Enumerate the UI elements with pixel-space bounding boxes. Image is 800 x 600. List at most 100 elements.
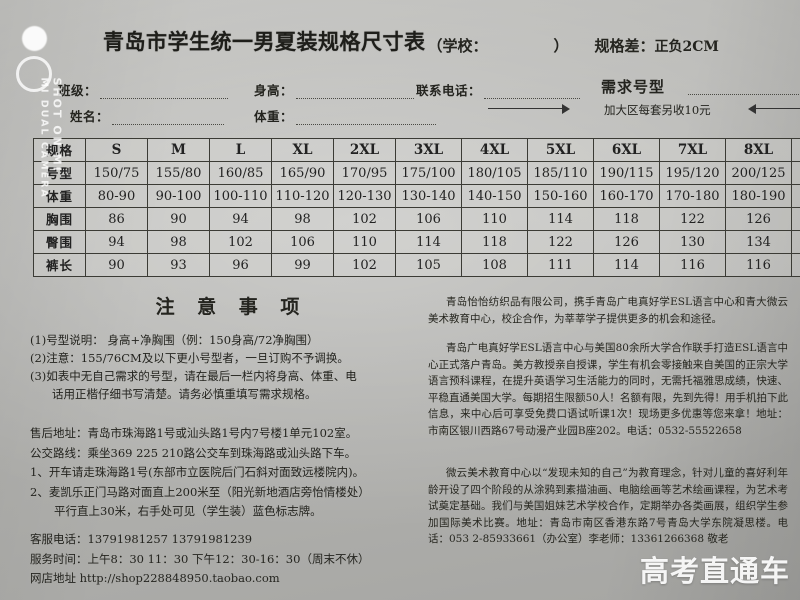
phone-field[interactable]: 联系电话：: [416, 80, 581, 99]
table-corner-header: 规格: [33, 138, 86, 162]
cell: 185/110: [527, 161, 594, 185]
notes-section: 注 意 事 项 (1)号型说明： 身高+净胸围（例：150身高/72净胸围） (…: [30, 292, 415, 403]
document-title-row: 青岛市学生统一男夏装规格尺寸表 （学校： ） 规格差：正负2CM: [103, 22, 793, 56]
height-field[interactable]: 身高：: [254, 80, 415, 99]
cell-height-entry[interactable]: [791, 230, 800, 254]
name-field[interactable]: 姓名：: [70, 106, 225, 125]
cell: 102: [209, 230, 272, 254]
cell: 114: [527, 207, 594, 231]
phone-field-label: 联系电话：: [416, 83, 482, 98]
online-shop-url[interactable]: 网店地址 http://shop228848950.taobao.com: [30, 571, 280, 585]
height-field-label: 身高：: [254, 83, 294, 98]
cell: 94: [85, 230, 148, 254]
table-header-row: 规格 S M L XL 2XL 3XL 4XL 5XL 6XL 7XL 8XL …: [33, 138, 800, 162]
cell: 108: [461, 253, 528, 277]
cell: 165/90: [271, 161, 334, 185]
table-row: 裤长 90 93 96 99 102 105 108 111 114 116 1…: [33, 253, 800, 277]
row-label: 号型: [33, 161, 86, 185]
cell: 114: [395, 230, 462, 254]
cell: 195/120: [659, 161, 726, 185]
need-size-label: 需求号型: [601, 78, 666, 96]
table-row: 号型 150/75 155/80 160/85 165/90 170/95 17…: [33, 161, 800, 185]
table-body: 号型 150/75 155/80 160/85 165/90 170/95 17…: [33, 161, 800, 277]
ad-paragraph-esl: 青岛广电真好学ESL语言中心与美国80余所大学合作联手打造ESL语言中心正式落户…: [428, 342, 788, 437]
cell: 155/80: [147, 161, 210, 185]
col-header-8xl: 8XL: [725, 138, 792, 162]
contact-section: 客服电话：13791981257 13791981239 服务时间：上午8：30…: [30, 530, 420, 589]
header-form: 班级： 姓名： 身高： 体重： 联系电话： 需求号型 加大区每套另收10元: [58, 78, 800, 132]
weight-field[interactable]: 体重：: [254, 106, 437, 125]
camera-lens-icon: [16, 56, 52, 92]
class-field-label: 班级：: [58, 83, 98, 98]
cell: 90: [85, 253, 148, 277]
cell: 98: [271, 207, 334, 231]
school-label-text: （学校：: [427, 37, 488, 55]
cell-height-entry[interactable]: [791, 161, 800, 185]
need-size-underline: [688, 94, 800, 95]
cell: 110: [333, 230, 396, 254]
cell: 102: [333, 253, 396, 277]
phone-field-input[interactable]: [484, 87, 581, 99]
col-header-2xl: 2XL: [333, 138, 396, 162]
cell: 126: [725, 207, 792, 231]
name-field-input[interactable]: [112, 113, 225, 125]
table-row: 胸围 86 90 94 98 102 106 110 114 118 122 1…: [33, 207, 800, 231]
cell: 130-140: [395, 184, 462, 208]
cell: 118: [461, 230, 528, 254]
service-hours: 服务时间：上午8：30 11：30 下午12：30-16：30（周末不休）: [30, 551, 370, 566]
cell: 160-170: [593, 184, 660, 208]
address-line: 公交路线：乘坐369 225 210路公交车到珠海路或汕头路下车。: [30, 445, 357, 460]
arrow-pointer-right: [488, 104, 574, 114]
col-header-4xl: 4XL: [461, 138, 528, 162]
cell: 90-100: [147, 184, 210, 208]
note-item: 话用正楷仔细书写清楚。请务必慎重填写需求规格。: [52, 387, 317, 401]
cell: 134: [725, 230, 792, 254]
cell: 114: [593, 253, 660, 277]
col-header-3xl: 3XL: [395, 138, 462, 162]
class-field-input[interactable]: [100, 87, 229, 99]
customer-service-phone: 客服电话：13791981257 13791981239: [30, 532, 253, 546]
cell: 110: [461, 207, 528, 231]
spec-tolerance: 规格差：正负2CM: [595, 35, 719, 56]
camera-watermark: SHOT ON MI MI DUAL CAMERA: [2, 22, 64, 262]
cell: 130: [659, 230, 726, 254]
note-item: (2)注意：155/76CM及以下更小号型者，一旦订购不予调换。: [30, 351, 349, 365]
class-field[interactable]: 班级：: [58, 80, 229, 99]
row-label: 胸围: [33, 207, 86, 231]
col-header-7xl: 7XL: [659, 138, 726, 162]
cell: 140-150: [461, 184, 528, 208]
cell-height-entry[interactable]: [791, 253, 800, 277]
row-label: 裤长: [33, 253, 86, 277]
col-header-5xl: 5XL: [527, 138, 594, 162]
school-field-label: （学校： ）: [428, 35, 569, 56]
cell: 126: [593, 230, 660, 254]
cell: 122: [527, 230, 594, 254]
cell: 98: [147, 230, 210, 254]
camera-brand-line1: SHOT ON MI: [50, 77, 64, 173]
cell: 200/125: [725, 161, 792, 185]
weight-field-input[interactable]: [296, 113, 437, 125]
ad-paragraph-art: 微云美术教育中心以“发现未知的自己”为教育理念，针对儿童的喜好利年龄开设了四个阶…: [428, 467, 788, 545]
note-item: (1)号型说明： 身高+净胸围（例：150身高/72净胸围）: [30, 333, 319, 347]
address-section: 售后地址：青岛市珠海路1号或汕头路1号内7号楼1单元102室。 公交路线：乘坐3…: [30, 424, 420, 522]
table-row: 体重 80-90 90-100 100-110 110-120 120-130 …: [33, 184, 800, 208]
cell: 99: [271, 253, 334, 277]
cell: 106: [271, 230, 334, 254]
spec-tolerance-value: 正负2CM: [654, 39, 719, 55]
address-line: 售后地址：青岛市珠海路1号或汕头路1号内7号楼1单元102室。: [30, 426, 358, 440]
gaokao-watermark: 高考直通车: [639, 554, 790, 588]
col-header-6xl: 6XL: [593, 138, 660, 162]
cell: 175/100: [395, 161, 462, 185]
cell: 122: [659, 207, 726, 231]
address-line: 平行直上30米，右手处可见（学生装）蓝色标志牌。: [54, 504, 322, 518]
cell-height-entry[interactable]: [791, 184, 800, 208]
size-spec-table-wrap: 规格 S M L XL 2XL 3XL 4XL 5XL 6XL 7XL 8XL …: [33, 138, 800, 277]
col-header-m: M: [147, 138, 210, 162]
size-spec-table: 规格 S M L XL 2XL 3XL 4XL 5XL 6XL 7XL 8XL …: [33, 138, 800, 277]
cell-height-entry[interactable]: [791, 207, 800, 231]
cell: 93: [147, 253, 210, 277]
camera-watermark-text: SHOT ON MI MI DUAL CAMERA: [39, 78, 64, 228]
height-field-input[interactable]: [296, 87, 415, 99]
cell: 90: [147, 207, 210, 231]
table-row: 臀围 94 98 102 106 110 114 118 122 126 130…: [33, 230, 800, 254]
